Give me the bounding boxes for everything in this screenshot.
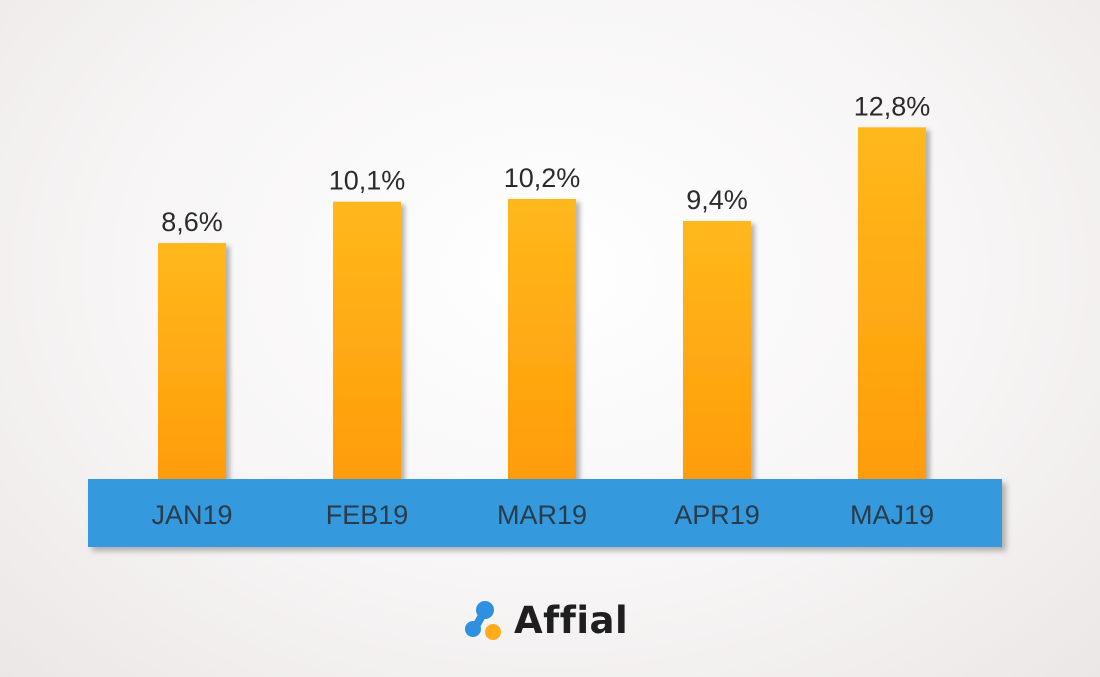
value-label-feb19: 10,1% — [329, 166, 406, 196]
category-label-maj19: MAJ19 — [850, 500, 934, 530]
bar-apr19 — [683, 220, 751, 480]
value-label-maj19: 12,8% — [854, 91, 931, 121]
brand-name: Affial — [514, 598, 629, 642]
bars-group — [158, 127, 926, 480]
bar-maj19 — [858, 127, 926, 480]
value-label-mar19: 10,2% — [504, 163, 581, 193]
bar-feb19 — [333, 201, 401, 480]
category-label-feb19: FEB19 — [326, 500, 409, 530]
bar-mar19 — [508, 198, 576, 480]
value-label-jan19: 8,6% — [161, 207, 223, 237]
value-labels-group: 8,6% 10,1% 10,2% 9,4% 12,8% — [161, 91, 930, 237]
category-label-mar19: MAR19 — [497, 500, 587, 530]
category-label-jan19: JAN19 — [151, 500, 232, 530]
bar-jan19 — [158, 243, 226, 480]
category-axis-band — [88, 479, 1002, 547]
category-labels-group: JAN19 FEB19 MAR19 APR19 MAJ19 — [151, 500, 934, 530]
brand-logo: Affial — [462, 596, 628, 644]
category-label-apr19: APR19 — [674, 500, 760, 530]
value-label-apr19: 9,4% — [686, 185, 748, 215]
affial-logo-icon — [465, 601, 501, 640]
